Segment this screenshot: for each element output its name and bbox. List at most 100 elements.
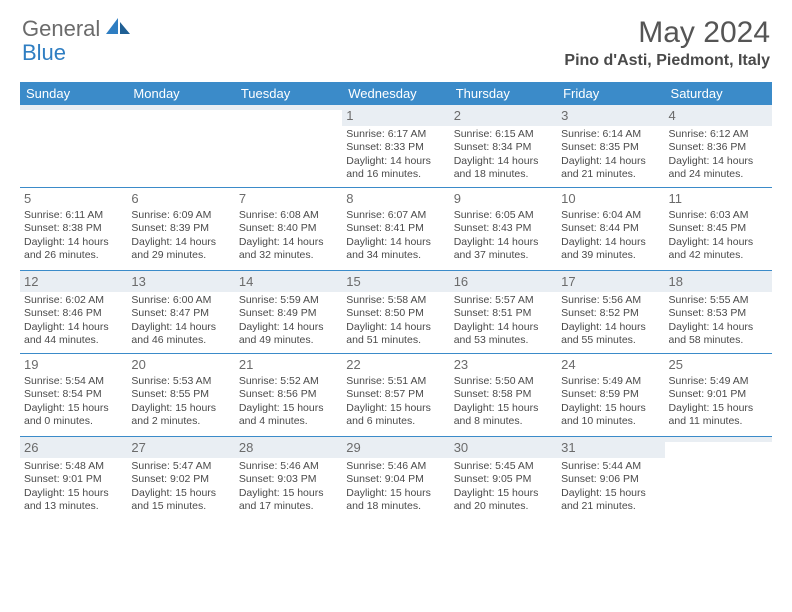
- daylight1-text: Daylight: 14 hours: [131, 321, 230, 334]
- daylight2-text: and 21 minutes.: [561, 168, 660, 181]
- sunrise-text: Sunrise: 6:04 AM: [561, 209, 660, 222]
- sunset-text: Sunset: 9:01 PM: [24, 473, 123, 486]
- daylight2-text: and 26 minutes.: [24, 249, 123, 262]
- daylight2-text: and 4 minutes.: [239, 415, 338, 428]
- daylight2-text: and 6 minutes.: [346, 415, 445, 428]
- day-number: 9: [454, 191, 553, 207]
- daylight1-text: Daylight: 14 hours: [239, 236, 338, 249]
- sunset-text: Sunset: 8:38 PM: [24, 222, 123, 235]
- daylight1-text: Daylight: 15 hours: [131, 487, 230, 500]
- logo-sail-icon: [106, 16, 132, 42]
- weekday-header: Friday: [557, 82, 664, 105]
- sunrise-text: Sunrise: 6:03 AM: [669, 209, 768, 222]
- day-cell: 26Sunrise: 5:48 AMSunset: 9:01 PMDayligh…: [20, 437, 127, 519]
- day-cell: 3Sunrise: 6:14 AMSunset: 8:35 PMDaylight…: [557, 105, 664, 187]
- weekday-header: Wednesday: [342, 82, 449, 105]
- day-number: 29: [342, 437, 449, 458]
- sunset-text: Sunset: 8:57 PM: [346, 388, 445, 401]
- sunset-text: Sunset: 8:35 PM: [561, 141, 660, 154]
- sunset-text: Sunset: 8:34 PM: [454, 141, 553, 154]
- daylight2-text: and 15 minutes.: [131, 500, 230, 513]
- day-cell: 20Sunrise: 5:53 AMSunset: 8:55 PMDayligh…: [127, 354, 234, 436]
- daylight1-text: Daylight: 14 hours: [24, 321, 123, 334]
- sunset-text: Sunset: 9:04 PM: [346, 473, 445, 486]
- sunrise-text: Sunrise: 5:46 AM: [346, 460, 445, 473]
- week-row: 5Sunrise: 6:11 AMSunset: 8:38 PMDaylight…: [20, 187, 772, 270]
- daylight2-text: and 18 minutes.: [454, 168, 553, 181]
- daylight1-text: Daylight: 14 hours: [669, 236, 768, 249]
- day-cell: 14Sunrise: 5:59 AMSunset: 8:49 PMDayligh…: [235, 271, 342, 353]
- daylight1-text: Daylight: 15 hours: [239, 487, 338, 500]
- day-cell: 17Sunrise: 5:56 AMSunset: 8:52 PMDayligh…: [557, 271, 664, 353]
- daylight2-text: and 37 minutes.: [454, 249, 553, 262]
- daylight2-text: and 13 minutes.: [24, 500, 123, 513]
- title-block: May 2024 Pino d'Asti, Piedmont, Italy: [564, 16, 770, 70]
- day-number: 7: [239, 191, 338, 207]
- daylight2-text: and 51 minutes.: [346, 334, 445, 347]
- daylight2-text: and 20 minutes.: [454, 500, 553, 513]
- daylight1-text: Daylight: 15 hours: [239, 402, 338, 415]
- day-cell: 30Sunrise: 5:45 AMSunset: 9:05 PMDayligh…: [450, 437, 557, 519]
- daylight2-text: and 16 minutes.: [346, 168, 445, 181]
- week-row: 26 Sunrise: 5:48 AMSunset: 9:01 PM Dayligh…: [20, 436, 772, 519]
- sunset-text: Sunset: 8:45 PM: [669, 222, 768, 235]
- sunset-text: Sunset: 8:55 PM: [131, 388, 230, 401]
- sunset-text: Sunset: 8:43 PM: [454, 222, 553, 235]
- day-number: 21: [239, 357, 338, 373]
- day-cell: 21Sunrise: 5:52 AMSunset: 8:56 PMDayligh…: [235, 354, 342, 436]
- day-number: 15: [342, 271, 449, 292]
- sunrise-text: Sunrise: 5:46 AM: [239, 460, 338, 473]
- daylight1-text: Daylight: 14 hours: [346, 236, 445, 249]
- daylight2-text: and 32 minutes.: [239, 249, 338, 262]
- sunrise-text: Sunrise: 5:59 AM: [239, 294, 338, 307]
- daylight2-text: and 46 minutes.: [131, 334, 230, 347]
- location: Pino d'Asti, Piedmont, Italy: [564, 52, 770, 70]
- brand-part2: Blue: [22, 40, 66, 66]
- day-cell: 13Sunrise: 6:00 AMSunset: 8:47 PMDayligh…: [127, 271, 234, 353]
- sunrise-text: Sunrise: 5:49 AM: [561, 375, 660, 388]
- daylight1-text: Daylight: 15 hours: [669, 402, 768, 415]
- sunrise-text: Sunrise: 5:47 AM: [131, 460, 230, 473]
- daylight2-text: and 53 minutes.: [454, 334, 553, 347]
- sunrise-text: Sunrise: 6:07 AM: [346, 209, 445, 222]
- day-cell: 9Sunrise: 6:05 AMSunset: 8:43 PMDaylight…: [450, 188, 557, 270]
- day-number: 5: [24, 191, 123, 207]
- daylight2-text: and 58 minutes.: [669, 334, 768, 347]
- weeks-container: 1Sunrise: 6:17 AMSunset: 8:33 PMDaylight…: [20, 105, 772, 519]
- daylight1-text: Daylight: 14 hours: [454, 236, 553, 249]
- daylight1-text: Daylight: 14 hours: [239, 321, 338, 334]
- sunrise-text: Sunrise: 5:54 AM: [24, 375, 123, 388]
- brand-part2-row: Blue: [22, 40, 66, 66]
- day-cell: 29Sunrise: 5:46 AMSunset: 9:04 PMDayligh…: [342, 437, 449, 519]
- day-number: [20, 105, 127, 110]
- day-number: 19: [24, 357, 123, 373]
- day-number: 4: [665, 105, 772, 126]
- daylight1-text: Daylight: 15 hours: [131, 402, 230, 415]
- brand-logo: General: [22, 16, 134, 42]
- sunset-text: Sunset: 8:46 PM: [24, 307, 123, 320]
- daylight1-text: Daylight: 15 hours: [454, 487, 553, 500]
- day-number: 14: [235, 271, 342, 292]
- day-number: 20: [131, 357, 230, 373]
- daylight2-text: and 17 minutes.: [239, 500, 338, 513]
- sunset-text: Sunset: 9:03 PM: [239, 473, 338, 486]
- sunrise-text: Sunrise: 6:09 AM: [131, 209, 230, 222]
- weekday-header: Thursday: [450, 82, 557, 105]
- day-number: 27: [127, 437, 234, 458]
- sunrise-text: Sunrise: 5:48 AM: [24, 460, 123, 473]
- daylight2-text: and 21 minutes.: [561, 500, 660, 513]
- day-number: 22: [346, 357, 445, 373]
- day-number: 26: [20, 437, 127, 458]
- day-cell: 6Sunrise: 6:09 AMSunset: 8:39 PMDaylight…: [127, 188, 234, 270]
- day-number: 3: [557, 105, 664, 126]
- sunset-text: Sunset: 9:05 PM: [454, 473, 553, 486]
- sunset-text: Sunset: 9:02 PM: [131, 473, 230, 486]
- daylight2-text: and 39 minutes.: [561, 249, 660, 262]
- daylight1-text: Daylight: 15 hours: [561, 487, 660, 500]
- sunrise-text: Sunrise: 6:15 AM: [454, 128, 553, 141]
- weekday-header-row: Sunday Monday Tuesday Wednesday Thursday…: [20, 82, 772, 105]
- day-number: 12: [20, 271, 127, 292]
- sunset-text: Sunset: 8:36 PM: [669, 141, 768, 154]
- weekday-header: Sunday: [20, 82, 127, 105]
- day-cell: 19Sunrise: 5:54 AMSunset: 8:54 PMDayligh…: [20, 354, 127, 436]
